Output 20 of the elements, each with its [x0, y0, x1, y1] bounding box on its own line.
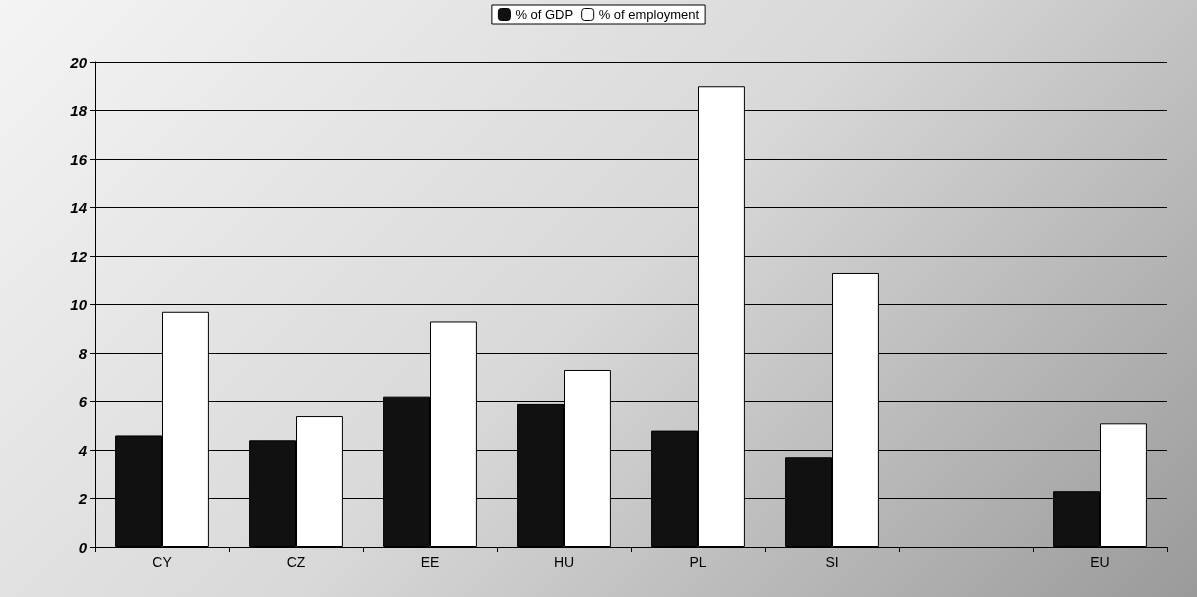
y-tick-label: 20 — [69, 53, 88, 71]
legend-label: % of employment — [598, 7, 700, 22]
y-tick-label: 12 — [70, 247, 88, 265]
x-tick-label: CZ — [286, 554, 306, 570]
y-tick-label: 10 — [70, 296, 88, 313]
y-tick-label: 18 — [70, 102, 88, 119]
x-tick-label: CY — [152, 554, 173, 570]
x-tick-label: PL — [689, 554, 707, 570]
x-tick-label: EU — [1090, 554, 1110, 570]
y-tick-label: 16 — [70, 150, 88, 168]
y-tick-label: 6 — [78, 393, 88, 410]
y-tick-label: 8 — [78, 344, 88, 362]
y-tick-label: 0 — [78, 538, 88, 556]
x-tick-label: EE — [420, 554, 440, 570]
legend-label: % of GDP — [515, 7, 574, 22]
y-tick-label: 4 — [77, 441, 88, 459]
y-tick-label: 2 — [77, 490, 88, 507]
x-tick-label: HU — [553, 554, 575, 570]
y-tick-label: 14 — [70, 199, 88, 216]
x-tick-label: SI — [825, 554, 839, 570]
